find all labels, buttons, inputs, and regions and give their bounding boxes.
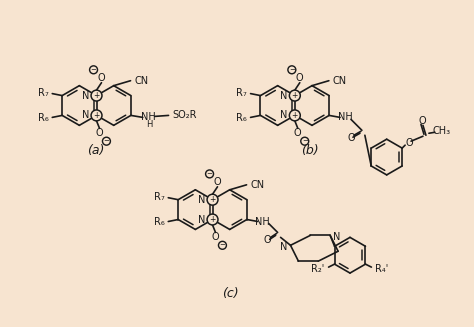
Text: −: − [219, 242, 225, 248]
Text: −: − [207, 171, 212, 177]
Text: NH: NH [255, 216, 270, 227]
Circle shape [206, 170, 213, 178]
Text: +: + [210, 195, 216, 204]
Text: O: O [212, 232, 219, 242]
Text: R₆: R₆ [37, 113, 48, 123]
Circle shape [90, 66, 98, 74]
Text: (a): (a) [88, 144, 105, 157]
Text: O: O [294, 128, 301, 138]
Text: NH: NH [141, 112, 156, 122]
Text: N: N [333, 232, 340, 242]
Text: +: + [292, 111, 298, 120]
Text: O: O [405, 138, 413, 148]
Text: CN: CN [333, 76, 347, 86]
Text: +: + [210, 215, 216, 224]
Text: O: O [347, 133, 355, 143]
Text: N: N [82, 111, 89, 120]
Text: O: O [418, 116, 426, 126]
Text: R₂': R₂' [311, 264, 325, 274]
Circle shape [91, 110, 102, 121]
Text: N: N [280, 242, 288, 252]
Circle shape [288, 66, 296, 74]
Text: −: − [302, 138, 308, 144]
Text: −: − [103, 138, 109, 144]
Text: +: + [292, 91, 298, 100]
Text: CN: CN [250, 180, 264, 190]
Circle shape [289, 90, 300, 101]
Text: O: O [98, 73, 105, 83]
Circle shape [301, 137, 309, 145]
Text: R₇: R₇ [236, 88, 246, 97]
Circle shape [289, 110, 300, 121]
Text: O: O [96, 128, 103, 138]
Text: SO₂R: SO₂R [172, 111, 197, 120]
Text: R₇: R₇ [37, 88, 48, 97]
Text: N: N [198, 195, 205, 205]
Text: +: + [93, 91, 100, 100]
Text: O: O [264, 235, 272, 245]
Text: N: N [280, 111, 287, 120]
Text: N: N [82, 91, 89, 101]
Text: −: − [91, 67, 97, 73]
Text: N: N [280, 91, 287, 101]
Text: (b): (b) [301, 144, 318, 157]
Text: R₄': R₄' [375, 264, 389, 274]
Text: NH: NH [337, 112, 352, 122]
Text: CH₃: CH₃ [433, 126, 451, 136]
Circle shape [91, 90, 102, 101]
Circle shape [207, 194, 218, 205]
Text: N: N [198, 215, 205, 225]
Circle shape [102, 137, 110, 145]
Text: O: O [296, 73, 303, 83]
Text: (c): (c) [222, 287, 238, 301]
Circle shape [219, 241, 227, 249]
Text: O: O [214, 177, 221, 187]
Text: CN: CN [135, 76, 148, 86]
Text: +: + [93, 111, 100, 120]
Text: H: H [146, 120, 153, 129]
Text: R₆: R₆ [154, 217, 164, 228]
Text: R₇: R₇ [154, 192, 164, 202]
Text: −: − [289, 67, 295, 73]
Text: R₆: R₆ [236, 113, 246, 123]
Circle shape [207, 214, 218, 225]
